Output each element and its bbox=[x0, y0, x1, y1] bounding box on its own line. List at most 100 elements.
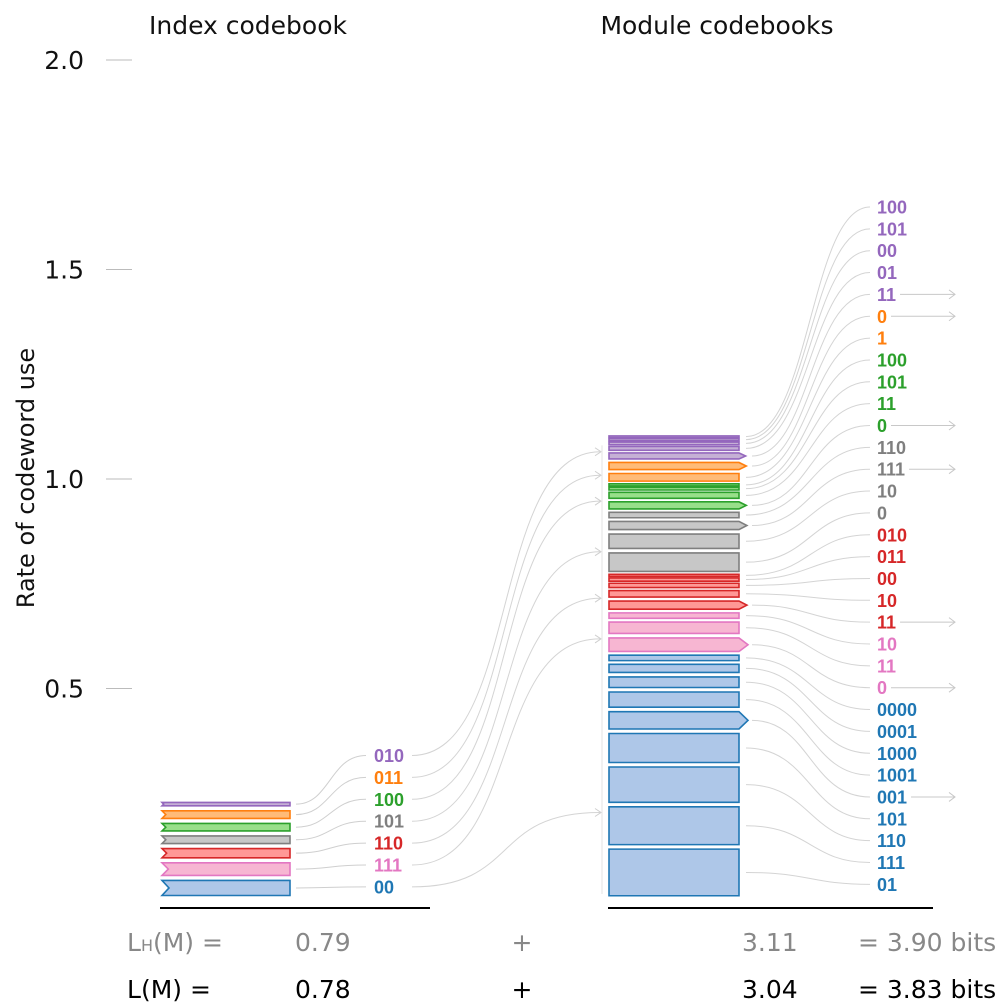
module-codeword-label: 1 bbox=[877, 329, 887, 349]
module-codeword-bar bbox=[608, 806, 740, 846]
module-codeword-label: 110 bbox=[877, 831, 906, 851]
exit-arrowhead bbox=[948, 311, 956, 322]
exit-arrowhead bbox=[948, 420, 956, 431]
headers: Index codebook Module codebooks bbox=[149, 11, 834, 40]
module-entry-arrowhead bbox=[594, 593, 602, 603]
index-codeword-label: 101 bbox=[374, 812, 404, 832]
index-codebook-header: Index codebook bbox=[149, 11, 348, 40]
exit-arrowhead bbox=[948, 682, 956, 693]
formula-module-value: 3.11 bbox=[742, 928, 798, 957]
module-connector bbox=[745, 272, 871, 449]
module-codeword-label: 111 bbox=[877, 460, 905, 480]
module-codeword-label: 00 bbox=[877, 569, 897, 589]
codelength-formulas: LH(M) = 0.79 +3.11 = 3.90 bits L(M) = 0.78 +3.… bbox=[127, 928, 996, 1004]
y-tick-label: 1.5 bbox=[44, 256, 84, 285]
module-entry-connector bbox=[411, 474, 601, 778]
module-codeword-bar bbox=[608, 472, 740, 482]
index-connector bbox=[295, 755, 367, 805]
module-connector bbox=[745, 556, 871, 581]
formula-index-value: 0.78 bbox=[295, 975, 351, 1004]
index-codeword-label: 110 bbox=[374, 834, 403, 854]
formula-plus: + bbox=[512, 928, 533, 957]
module-connector bbox=[745, 699, 871, 776]
index-codeword-bar bbox=[160, 810, 291, 820]
module-codeword-label: 1000 bbox=[877, 744, 917, 764]
module-connector bbox=[745, 593, 871, 601]
module-codeword-label: 101 bbox=[877, 219, 907, 239]
module-codeword-label: 101 bbox=[877, 372, 907, 392]
module-codeword-bar bbox=[608, 533, 740, 550]
module-codeword-label: 101 bbox=[877, 809, 907, 829]
module-codeword-bar bbox=[608, 435, 740, 439]
module-codeword-bar bbox=[608, 445, 740, 452]
module-entry-connector bbox=[411, 812, 601, 888]
module-codeword-bar bbox=[608, 600, 749, 611]
module-codeword-bar bbox=[608, 691, 740, 708]
index-codeword-bar bbox=[160, 801, 291, 807]
module-codeword-bar bbox=[608, 637, 750, 653]
index-codeword-bar bbox=[160, 879, 291, 897]
module-codeword-bar bbox=[608, 582, 740, 589]
module-codebook-bars bbox=[608, 435, 750, 897]
formula-total: = 3.83 bits bbox=[858, 975, 996, 1004]
module-codeword-label: 010 bbox=[877, 525, 907, 545]
module-codeword-bar bbox=[608, 441, 740, 446]
module-entry-connector bbox=[411, 597, 601, 844]
index-connector bbox=[295, 864, 367, 870]
module-codeword-bar bbox=[608, 573, 740, 578]
module-codeword-label: 10 bbox=[877, 482, 897, 502]
module-connector bbox=[745, 403, 871, 496]
module-codeword-label: 0001 bbox=[877, 722, 917, 742]
module-connector bbox=[745, 534, 871, 576]
module-codeword-label: 0 bbox=[877, 678, 887, 698]
module-entry-connector bbox=[411, 638, 601, 866]
index-codeword-label: 100 bbox=[374, 790, 404, 810]
y-tick-label: 2.0 bbox=[44, 46, 84, 75]
module-codeword-bar bbox=[608, 552, 740, 573]
index-connector bbox=[295, 842, 367, 854]
module-connector bbox=[751, 425, 871, 506]
module-codeword-bar bbox=[608, 577, 740, 582]
module-codeword-label: 110 bbox=[877, 438, 906, 458]
module-entry-connector bbox=[411, 451, 601, 756]
module-codeword-label: 111 bbox=[877, 853, 905, 873]
module-codeword-bar bbox=[608, 612, 740, 620]
module-connector bbox=[745, 657, 871, 711]
module-connector bbox=[745, 381, 871, 490]
module-connector bbox=[745, 577, 871, 586]
module-codeword-label: 011 bbox=[877, 547, 906, 567]
module-connector bbox=[745, 512, 871, 563]
module-connector bbox=[745, 446, 871, 516]
index-codebook-bars bbox=[160, 801, 291, 897]
module-connector bbox=[751, 719, 871, 798]
module-connector bbox=[745, 681, 871, 754]
module-codeword-bar bbox=[608, 501, 749, 510]
module-codeword-label: 0 bbox=[877, 307, 887, 327]
index-codeword-label: 010 bbox=[374, 746, 404, 766]
module-connector bbox=[751, 604, 871, 623]
module-codeword-bar bbox=[608, 732, 740, 764]
y-tick-label: 0.5 bbox=[44, 675, 84, 704]
connector-lines bbox=[295, 206, 871, 894]
module-entry-arrowhead bbox=[594, 547, 602, 557]
exit-arrowhead bbox=[948, 464, 956, 475]
formula-module-value: 3.04 bbox=[742, 975, 798, 1004]
y-axis: Rate of codeword use 2.0 1.5 1.0 0.5 bbox=[12, 46, 132, 704]
module-connector bbox=[751, 315, 871, 467]
module-codeword-label: 01 bbox=[877, 263, 897, 283]
module-entry-connector bbox=[411, 500, 601, 800]
module-codeword-bar bbox=[608, 589, 740, 598]
module-codeword-bar bbox=[608, 437, 740, 442]
module-connector bbox=[745, 784, 871, 842]
index-connector bbox=[295, 798, 367, 828]
module-connector bbox=[745, 228, 871, 441]
module-codeword-bar bbox=[608, 452, 748, 460]
module-codeword-label: 1001 bbox=[877, 766, 917, 786]
index-codeword-bar bbox=[160, 847, 291, 859]
codeword-labels: 1001010001110110010111011011110001001100… bbox=[374, 198, 956, 897]
formula-total: = 3.90 bits bbox=[858, 928, 996, 957]
index-codeword-label: 111 bbox=[374, 856, 402, 876]
module-connector bbox=[745, 747, 871, 820]
module-codeword-bar bbox=[608, 766, 740, 804]
module-codeword-label: 11 bbox=[877, 613, 896, 633]
